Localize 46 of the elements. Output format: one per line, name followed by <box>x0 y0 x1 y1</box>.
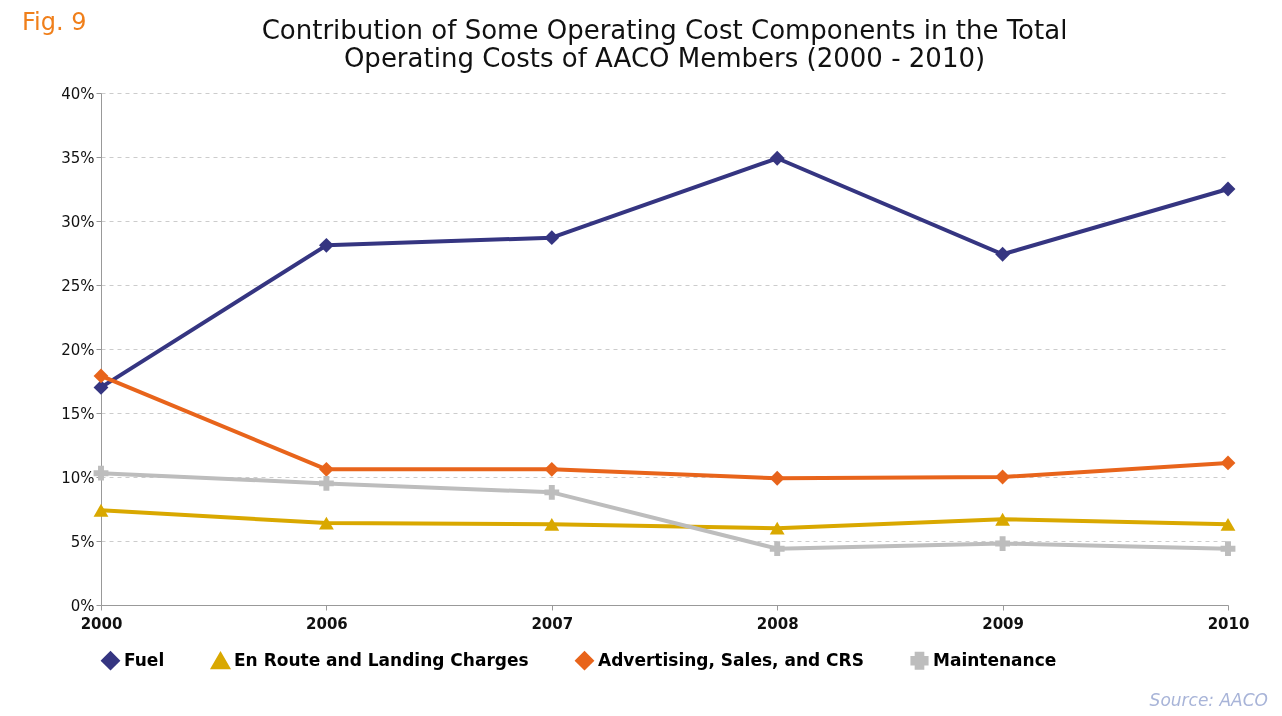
point <box>318 461 334 477</box>
x-tick-label: 2010 <box>1207 614 1250 633</box>
point <box>318 516 334 530</box>
point <box>995 246 1011 262</box>
y-tick-label: 25% <box>61 276 95 295</box>
point <box>318 237 334 253</box>
y-tick-label: 40% <box>61 84 95 103</box>
point <box>769 541 785 557</box>
point <box>769 150 785 166</box>
point <box>995 536 1011 551</box>
legend-label: Fuel <box>124 649 165 670</box>
y-tick-label: 15% <box>61 404 95 423</box>
point <box>995 469 1011 485</box>
legend-label: Advertising, Sales, and CRS <box>598 649 864 670</box>
point <box>93 379 109 395</box>
point <box>1220 181 1236 197</box>
point <box>93 368 109 384</box>
x-tick-label: 2000 <box>80 614 123 633</box>
chart-title: Contribution of Some Operating Cost Components in the Total Operating Costs of AACO Members (2000 - 2010) <box>261 15 1068 73</box>
point <box>769 521 785 535</box>
point <box>995 512 1011 526</box>
x-tick-label: 2006 <box>306 614 348 633</box>
legend-label: En Route and Landing Charges <box>234 650 529 671</box>
point <box>93 503 109 517</box>
x-tick-label: 2008 <box>756 614 799 633</box>
y-tick-label: 20% <box>61 340 95 359</box>
point <box>1220 541 1236 557</box>
y-tick-label: 35% <box>61 148 95 167</box>
caption: Fig. 9 <box>22 8 87 36</box>
y-tick-label: 30% <box>61 212 95 231</box>
y-tick-label: 10% <box>61 468 95 487</box>
point <box>93 465 109 481</box>
point <box>544 517 560 531</box>
point <box>1220 517 1236 531</box>
legend-label: Maintenance <box>933 649 1057 670</box>
point <box>544 461 560 477</box>
point <box>1220 455 1236 471</box>
source-note: Source: AACO <box>1149 690 1268 710</box>
point <box>318 475 334 491</box>
point <box>544 484 560 500</box>
point <box>544 230 560 246</box>
y-tick-label: 5% <box>70 532 95 551</box>
point <box>769 470 785 486</box>
x-tick-label: 2009 <box>982 614 1024 633</box>
y-tick-label: 0% <box>70 596 95 615</box>
x-tick-label: 2007 <box>531 614 574 633</box>
